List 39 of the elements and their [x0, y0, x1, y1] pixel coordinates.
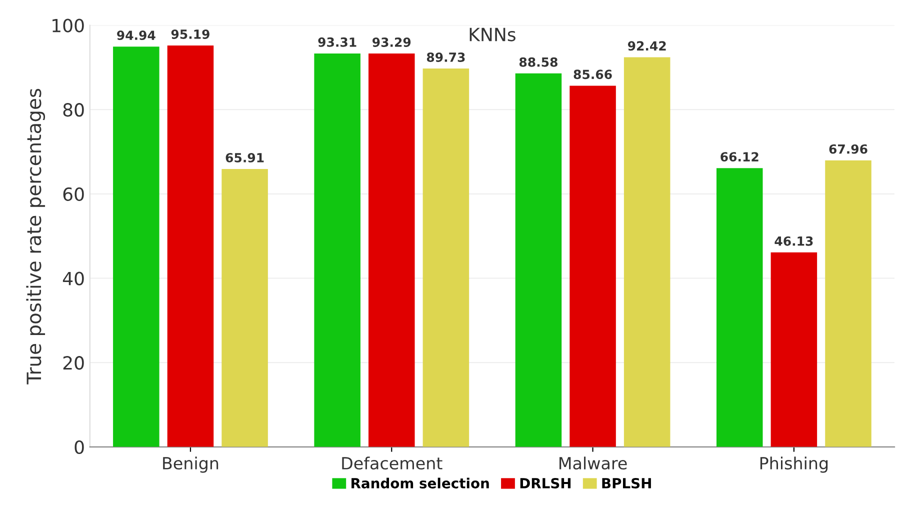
- x-tick-label: Phishing: [760, 456, 828, 473]
- x-tick-label: Malware: [560, 456, 627, 470]
- data-label: 65.91: [226, 152, 264, 162]
- data-label: 92.42: [628, 41, 666, 51]
- data-label: 94.94: [117, 30, 156, 40]
- data-label: 95.19: [171, 30, 210, 39]
- legend-label: DRLSH: [520, 478, 571, 488]
- y-tick-label: 60: [63, 187, 84, 202]
- legend-label: BPLSH: [602, 478, 651, 488]
- bar: [570, 86, 616, 447]
- bar: [113, 46, 160, 447]
- data-label: 89.73: [426, 52, 465, 62]
- y-tick-label: 0: [74, 440, 84, 454]
- bar: [515, 73, 562, 447]
- legend-label: Random selection: [352, 478, 489, 488]
- y-tick-label: 20: [63, 356, 84, 370]
- data-label: 93.31: [318, 37, 356, 47]
- data-label: 88.58: [519, 57, 558, 67]
- bar: [314, 53, 360, 447]
- bar: [167, 46, 214, 447]
- bar: [368, 54, 415, 447]
- data-label: 46.13: [774, 236, 813, 246]
- y-tick-label: 100: [52, 18, 84, 32]
- bar: [422, 68, 470, 447]
- x-tick-label: Benign: [163, 456, 218, 473]
- bar: [716, 168, 763, 447]
- data-label: 67.96: [829, 144, 868, 154]
- x-tick-label: Defacement: [342, 456, 442, 470]
- y-axis-title: True positive rate percentages: [26, 88, 46, 384]
- bar: [770, 252, 818, 447]
- y-tick-label: 40: [62, 272, 84, 286]
- data-label: 93.29: [372, 38, 411, 47]
- bar: [624, 57, 670, 447]
- bar: [222, 169, 268, 447]
- data-label: 66.12: [720, 152, 758, 162]
- bar: [825, 160, 872, 447]
- y-tick-label: 80: [63, 103, 84, 117]
- data-label: 85.66: [574, 70, 612, 80]
- chart-title: KNNs: [470, 28, 516, 42]
